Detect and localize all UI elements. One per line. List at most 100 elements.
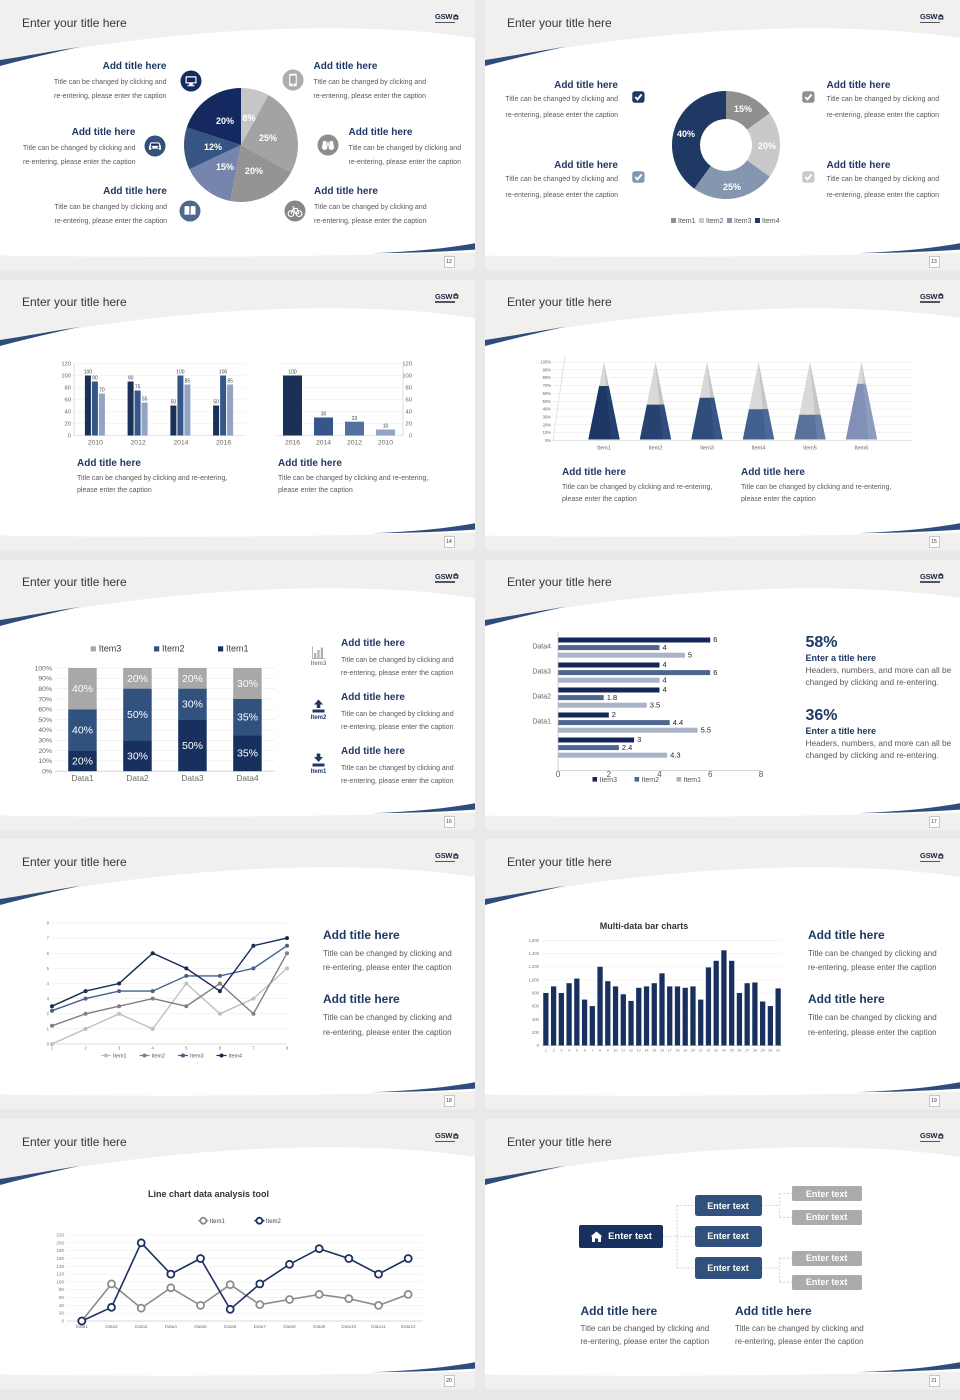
svg-text:5.5: 5.5 (701, 725, 711, 734)
svg-text:7: 7 (252, 1046, 255, 1051)
svg-text:140: 140 (56, 1264, 64, 1269)
svg-text:20: 20 (65, 421, 71, 427)
svg-text:18: 18 (675, 1049, 679, 1053)
svg-text:75: 75 (135, 384, 141, 390)
svg-text:9: 9 (607, 1049, 609, 1053)
svg-text:1: 1 (545, 1049, 547, 1053)
svg-text:Item1: Item1 (226, 643, 249, 653)
svg-text:Item2: Item2 (642, 776, 660, 783)
svg-text:4.4: 4.4 (673, 717, 683, 726)
svg-text:Data3: Data3 (135, 1324, 148, 1329)
svg-text:20%: 20% (127, 672, 148, 684)
svg-text:Item2: Item2 (266, 1219, 282, 1225)
svg-text:20: 20 (406, 421, 412, 427)
svg-text:15: 15 (652, 1049, 656, 1053)
svg-text:10%: 10% (543, 430, 552, 435)
svg-text:3: 3 (47, 996, 50, 1001)
svg-text:Data4: Data4 (236, 773, 259, 783)
svg-text:2014: 2014 (173, 439, 188, 446)
svg-text:60%: 60% (543, 391, 552, 396)
svg-text:3: 3 (637, 735, 641, 744)
svg-text:7: 7 (47, 936, 50, 941)
svg-text:30%: 30% (543, 414, 552, 419)
svg-text:5: 5 (576, 1049, 578, 1053)
svg-text:50%: 50% (127, 709, 148, 721)
svg-text:2: 2 (607, 770, 612, 779)
svg-text:4: 4 (47, 981, 50, 986)
svg-text:6: 6 (713, 635, 717, 644)
svg-text:100: 100 (219, 369, 228, 375)
svg-text:Data9: Data9 (313, 1324, 326, 1329)
svg-text:14: 14 (645, 1049, 649, 1053)
svg-text:0%: 0% (42, 768, 52, 775)
svg-text:30: 30 (768, 1049, 772, 1053)
svg-text:2014: 2014 (316, 439, 331, 446)
svg-text:90%: 90% (543, 367, 552, 372)
svg-text:19: 19 (683, 1049, 687, 1053)
svg-text:2010: 2010 (88, 439, 103, 446)
svg-text:70%: 70% (543, 383, 552, 388)
svg-text:Item2: Item2 (649, 445, 663, 451)
svg-text:20%: 20% (758, 141, 776, 151)
svg-text:5: 5 (185, 1046, 188, 1051)
svg-text:28: 28 (753, 1049, 757, 1053)
svg-text:0: 0 (409, 433, 412, 439)
svg-text:400: 400 (532, 1017, 540, 1022)
svg-text:80%: 80% (38, 685, 52, 692)
svg-text:6: 6 (47, 951, 50, 956)
svg-text:Item3: Item3 (600, 776, 618, 783)
svg-text:12: 12 (629, 1049, 633, 1053)
svg-text:800: 800 (532, 991, 540, 996)
svg-text:80: 80 (65, 385, 71, 391)
svg-text:5: 5 (47, 966, 50, 971)
svg-text:30%: 30% (38, 737, 52, 744)
svg-text:600: 600 (532, 1004, 540, 1009)
svg-text:0: 0 (47, 1042, 50, 1047)
svg-text:3: 3 (118, 1046, 121, 1051)
svg-text:Data1: Data1 (76, 1324, 89, 1329)
svg-text:Item1: Item1 (597, 445, 611, 451)
svg-text:4: 4 (663, 642, 667, 651)
svg-text:60: 60 (406, 397, 412, 403)
svg-text:90: 90 (128, 375, 134, 381)
svg-text:Data8: Data8 (283, 1324, 296, 1329)
svg-text:100: 100 (176, 369, 185, 375)
svg-text:200: 200 (56, 1240, 64, 1245)
svg-text:Item3: Item3 (99, 643, 122, 653)
svg-text:50%: 50% (543, 399, 552, 404)
svg-text:1,200: 1,200 (529, 964, 540, 969)
svg-text:Data11: Data11 (371, 1324, 386, 1329)
svg-text:20%: 20% (245, 166, 263, 176)
svg-text:100: 100 (288, 369, 297, 375)
svg-text:Data2: Data2 (126, 773, 149, 783)
svg-text:1,000: 1,000 (529, 978, 540, 983)
svg-text:70: 70 (99, 387, 105, 393)
svg-text:4: 4 (663, 660, 667, 669)
svg-text:0%: 0% (545, 438, 551, 443)
svg-text:4: 4 (657, 770, 662, 779)
svg-text:Data1: Data1 (71, 773, 94, 783)
svg-text:2: 2 (84, 1046, 87, 1051)
svg-text:25: 25 (730, 1049, 734, 1053)
svg-text:35%: 35% (237, 747, 258, 759)
svg-text:120: 120 (61, 361, 71, 367)
svg-text:20: 20 (691, 1049, 695, 1053)
svg-text:Data7: Data7 (254, 1324, 267, 1329)
svg-text:2016: 2016 (285, 439, 300, 446)
svg-text:100: 100 (61, 373, 71, 379)
svg-text:6: 6 (584, 1049, 586, 1053)
svg-text:50%: 50% (38, 716, 52, 723)
svg-text:20%: 20% (72, 755, 93, 767)
svg-text:40%: 40% (38, 727, 52, 734)
svg-text:30%: 30% (182, 698, 203, 710)
svg-text:23: 23 (352, 416, 358, 422)
svg-text:8: 8 (47, 921, 50, 926)
svg-text:16: 16 (660, 1049, 664, 1053)
svg-text:20%: 20% (216, 116, 234, 126)
svg-text:80: 80 (406, 385, 412, 391)
svg-text:13: 13 (637, 1049, 641, 1053)
svg-text:Item3: Item3 (734, 218, 752, 225)
svg-text:10: 10 (614, 1049, 618, 1053)
svg-text:200: 200 (532, 1030, 540, 1035)
svg-text:24: 24 (722, 1049, 726, 1053)
